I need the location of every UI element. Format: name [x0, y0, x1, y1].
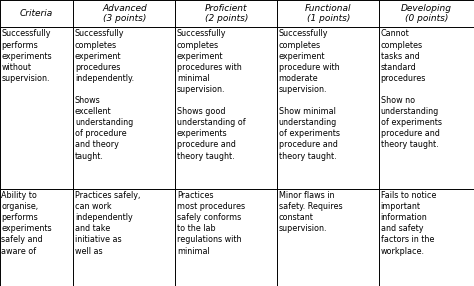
Text: Cannot
completes
tasks and
standard
procedures

Show no
understanding
of experim: Cannot completes tasks and standard proc…	[381, 29, 442, 150]
Text: Successfully
performs
experiments
without
supervision.: Successfully performs experiments withou…	[1, 29, 52, 83]
Text: Ability to
organise,
performs
experiments
safely and
aware of: Ability to organise, performs experiment…	[1, 191, 52, 256]
Text: Successfully
completes
experiment
procedures
independently.

Shows
excellent
und: Successfully completes experiment proced…	[75, 29, 134, 160]
Text: Criteria: Criteria	[20, 9, 54, 18]
Text: Successfully
completes
experiment
procedure with
moderate
supervision.

Show min: Successfully completes experiment proced…	[279, 29, 340, 160]
Text: Functional
(1 points): Functional (1 points)	[305, 4, 352, 23]
Text: Practices safely,
can work
independently
and take
initiative as
well as: Practices safely, can work independently…	[75, 191, 140, 256]
Text: Advanced
(3 points): Advanced (3 points)	[102, 4, 147, 23]
Text: Successfully
completes
experiment
procedures with
minimal
supervision.

Shows go: Successfully completes experiment proced…	[177, 29, 246, 160]
Text: Practices
most procedures
safely conforms
to the lab
regulations with
minimal: Practices most procedures safely conform…	[177, 191, 245, 256]
Text: Proficient
(2 points): Proficient (2 points)	[205, 4, 248, 23]
Text: Developing
(0 points): Developing (0 points)	[401, 4, 452, 23]
Text: Minor flaws in
safety. Requires
constant
supervision.: Minor flaws in safety. Requires constant…	[279, 191, 342, 233]
Text: Fails to notice
important
information
and safety
factors in the
workplace.: Fails to notice important information an…	[381, 191, 436, 256]
